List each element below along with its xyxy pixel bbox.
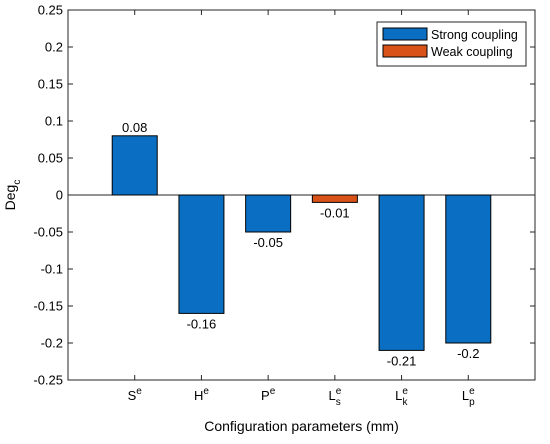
data-label: -0.05: [253, 235, 283, 250]
bar: [445, 194, 492, 344]
y-tick-label: -0.1: [41, 262, 63, 277]
legend-label: Strong coupling: [431, 28, 518, 42]
bar: [245, 194, 292, 233]
y-tick-label: -0.05: [33, 225, 63, 240]
data-label: -0.01: [320, 205, 350, 220]
y-tick-label: 0.2: [45, 40, 63, 55]
bar: [378, 194, 425, 351]
bar: [311, 194, 358, 203]
x-tick-label: He: [194, 386, 209, 403]
y-axis-ticks: -0.25 -0.2 -0.15 -0.1 -0.05 0 0.05 0.1 0.15 0.2 0.…: [33, 3, 535, 388]
x-tick-label: Le k: [395, 386, 408, 408]
x-tick-label: Le p: [462, 386, 475, 408]
y-tick-label: 0: [56, 188, 63, 203]
data-label: -0.2: [457, 346, 479, 361]
y-tick-label: -0.15: [33, 299, 63, 314]
legend-swatch: [382, 44, 428, 58]
bar: [178, 194, 225, 314]
data-label: 0.08: [122, 120, 147, 135]
y-tick-label: 0.15: [38, 77, 63, 92]
y-axis-title: Degc: [2, 180, 23, 211]
legend-label: Weak coupling: [431, 45, 513, 59]
legend: Strong coupling Weak coupling: [376, 21, 527, 67]
data-labels: 0.08 -0.16 -0.05 -0.01 -0.21 -0.2: [122, 120, 479, 369]
bar: [111, 135, 158, 196]
legend-swatch: [382, 27, 428, 41]
x-tick-label: Se: [128, 386, 143, 403]
y-tick-label: 0.1: [45, 114, 63, 129]
x-tick-label: Le s: [328, 386, 341, 408]
y-tick-label: 0.05: [38, 151, 63, 166]
y-tick-label: -0.25: [33, 373, 63, 388]
bars-group: [111, 135, 492, 351]
x-axis-ticks: Se He Pe Le s Le k Le p: [128, 10, 475, 408]
x-tick-label: Pe: [261, 386, 276, 403]
y-tick-label: -0.2: [41, 336, 63, 351]
x-axis-title: Configuration parameters (mm): [204, 418, 399, 434]
y-tick-label: 0.25: [38, 3, 63, 18]
data-label: -0.16: [187, 316, 217, 331]
data-label: -0.21: [387, 353, 417, 368]
